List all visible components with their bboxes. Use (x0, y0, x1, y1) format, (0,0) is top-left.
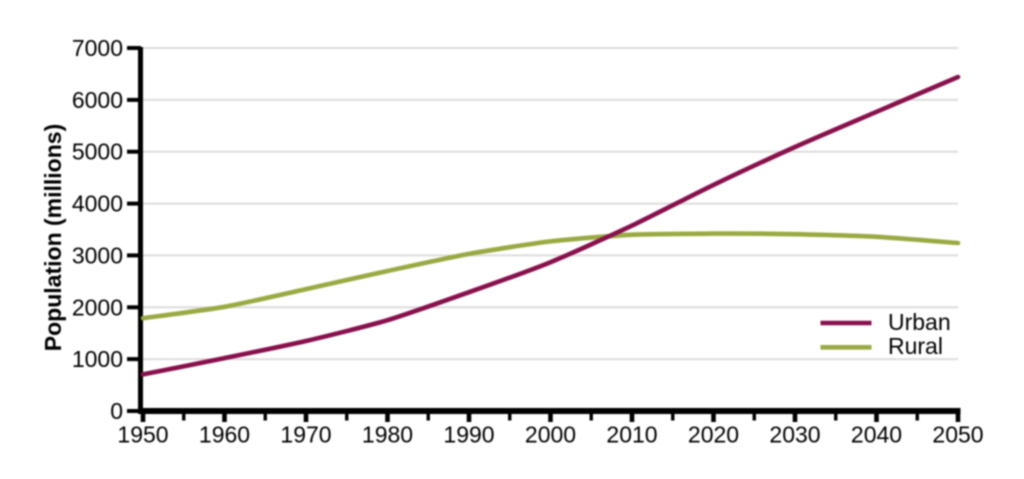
svg-text:1000: 1000 (72, 346, 123, 372)
svg-text:2000: 2000 (72, 294, 123, 320)
svg-text:1950: 1950 (117, 422, 168, 448)
svg-text:Rural: Rural (888, 333, 943, 359)
svg-text:3000: 3000 (72, 242, 123, 268)
svg-text:1960: 1960 (199, 422, 250, 448)
svg-text:2030: 2030 (769, 422, 820, 448)
svg-text:Population (millions): Population (millions) (40, 124, 66, 351)
svg-text:1990: 1990 (443, 422, 494, 448)
svg-text:5000: 5000 (72, 139, 123, 165)
svg-text:4000: 4000 (72, 191, 123, 217)
svg-text:2010: 2010 (606, 422, 657, 448)
svg-text:7000: 7000 (72, 35, 123, 61)
svg-text:0: 0 (110, 398, 123, 424)
svg-text:2020: 2020 (688, 422, 739, 448)
svg-text:1980: 1980 (362, 422, 413, 448)
svg-text:2000: 2000 (525, 422, 576, 448)
svg-text:6000: 6000 (72, 87, 123, 113)
svg-text:2050: 2050 (932, 422, 983, 448)
svg-text:2040: 2040 (851, 422, 902, 448)
svg-text:1970: 1970 (280, 422, 331, 448)
svg-text:Urban: Urban (888, 309, 951, 335)
